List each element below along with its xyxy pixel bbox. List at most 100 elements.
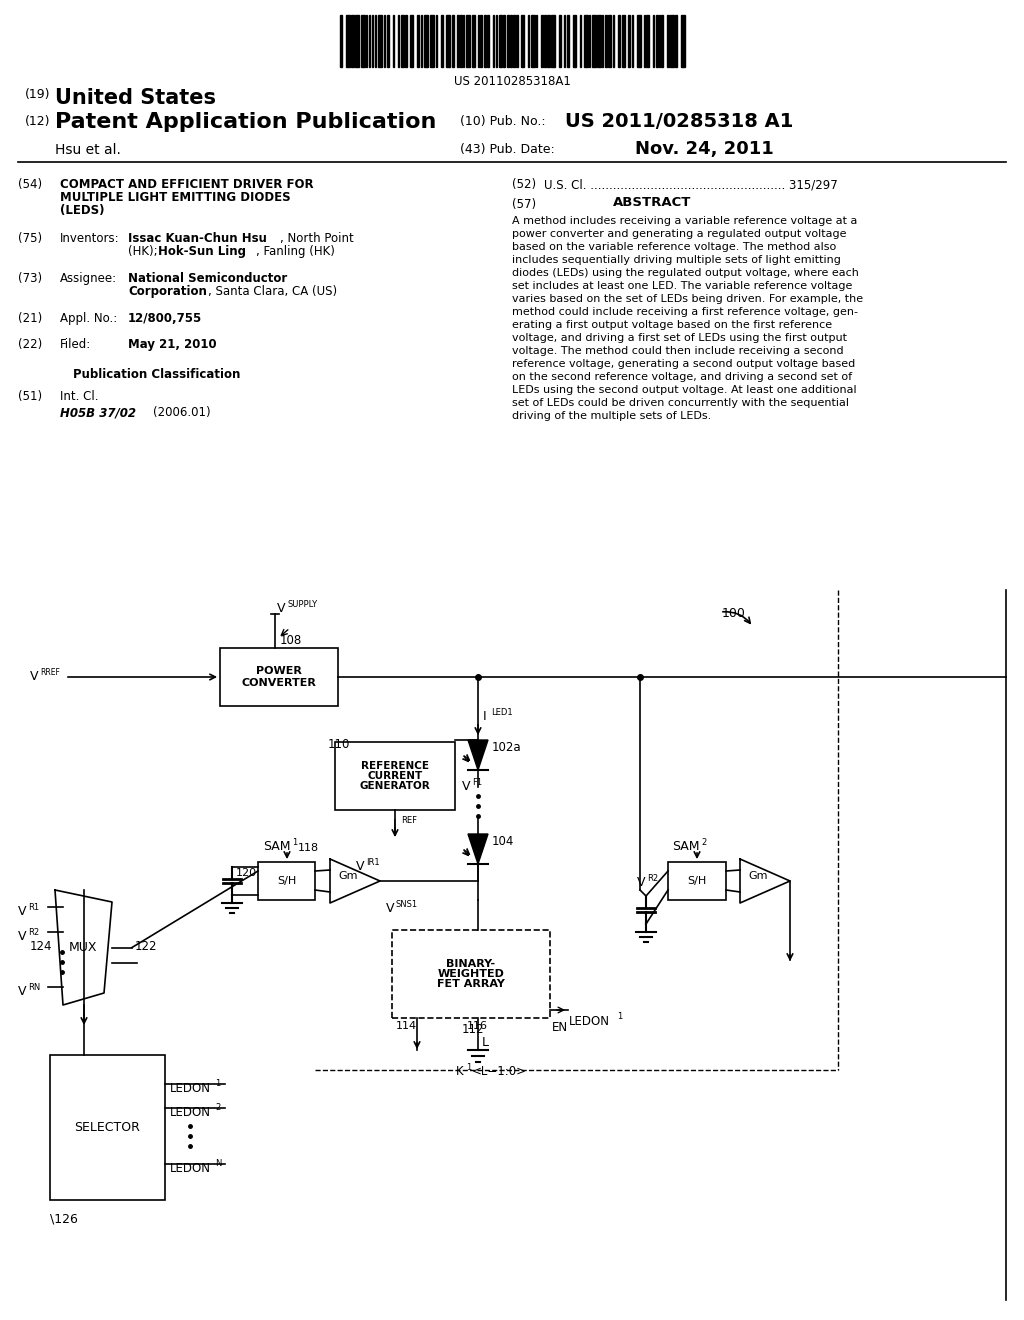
Text: , North Point: , North Point [280, 232, 353, 246]
Text: R2: R2 [647, 874, 658, 883]
Text: FET ARRAY: FET ARRAY [437, 979, 505, 989]
Bar [378, 15, 382, 67]
Text: SAM: SAM [263, 840, 291, 853]
Bar [346, 15, 350, 67]
Text: Filed:: Filed: [60, 338, 91, 351]
Text: Issac Kuan-Chun Hsu: Issac Kuan-Chun Hsu [128, 232, 267, 246]
Text: , Santa Clara, CA (US): , Santa Clara, CA (US) [208, 285, 337, 298]
Text: L: L [482, 1036, 489, 1049]
Text: Inventors:: Inventors: [60, 232, 120, 246]
Bar [516, 15, 518, 67]
Bar [351, 15, 354, 67]
Bar [410, 15, 413, 67]
Text: RN: RN [28, 983, 40, 993]
Text: 104: 104 [492, 836, 514, 847]
Text: (54): (54) [18, 178, 42, 191]
Text: MUX: MUX [70, 941, 97, 954]
Text: 116: 116 [467, 1020, 488, 1031]
Text: LED1: LED1 [490, 708, 513, 717]
Bar [592, 15, 596, 67]
Text: LEDON: LEDON [170, 1106, 211, 1119]
Text: (19): (19) [25, 88, 50, 102]
Bar [484, 15, 486, 67]
Bar [401, 15, 404, 67]
Text: (2006.01): (2006.01) [153, 407, 211, 418]
Text: V: V [30, 671, 39, 682]
Bar [646, 15, 649, 67]
Text: N: N [215, 1159, 221, 1168]
Text: SAM: SAM [672, 840, 699, 853]
Text: 102a: 102a [492, 741, 521, 754]
Text: (21): (21) [18, 312, 42, 325]
Text: , Fanling (HK): , Fanling (HK) [256, 246, 335, 257]
Bar [681, 15, 685, 67]
Text: (HK);: (HK); [128, 246, 162, 257]
Bar [387, 15, 389, 67]
Bar [452, 15, 454, 67]
Text: driving of the multiple sets of LEDs.: driving of the multiple sets of LEDs. [512, 411, 712, 421]
Text: 1: 1 [292, 838, 297, 847]
Text: 2: 2 [215, 1104, 220, 1111]
Bar [584, 15, 588, 67]
Bar [670, 15, 674, 67]
Text: COMPACT AND EFFICIENT DRIVER FOR: COMPACT AND EFFICIENT DRIVER FOR [60, 178, 313, 191]
Bar [637, 15, 641, 67]
Text: BINARY-: BINARY- [446, 960, 496, 969]
Text: Hok-Sun Ling: Hok-Sun Ling [158, 246, 246, 257]
Text: 1: 1 [215, 1078, 220, 1088]
Bar [392, 931, 550, 1018]
Text: 1: 1 [617, 1012, 623, 1020]
Text: US 2011/0285318 A1: US 2011/0285318 A1 [565, 112, 794, 131]
Bar [622, 15, 625, 67]
Bar [417, 15, 419, 67]
Text: LEDON: LEDON [170, 1162, 211, 1175]
Bar [597, 15, 601, 67]
Bar [457, 15, 459, 67]
Text: voltage, and driving a first set of LEDs using the first output: voltage, and driving a first set of LEDs… [512, 333, 847, 343]
Bar [406, 15, 407, 67]
Bar [618, 15, 620, 67]
Text: Patent Application Publication: Patent Application Publication [55, 112, 436, 132]
Bar [605, 15, 607, 67]
Bar [466, 15, 470, 67]
Text: V: V [18, 985, 27, 998]
Text: power converter and generating a regulated output voltage: power converter and generating a regulat… [512, 228, 847, 239]
Text: Assignee:: Assignee: [60, 272, 117, 285]
Bar [551, 15, 555, 67]
Text: H05B 37/02: H05B 37/02 [60, 407, 136, 418]
Text: Gm: Gm [338, 871, 357, 880]
Text: <L−1:0>: <L−1:0> [472, 1065, 527, 1078]
Text: (12): (12) [25, 115, 50, 128]
Text: CONVERTER: CONVERTER [242, 678, 316, 688]
Text: 108: 108 [280, 634, 302, 647]
Text: voltage. The method could then include receiving a second: voltage. The method could then include r… [512, 346, 844, 356]
Text: REFERENCE: REFERENCE [361, 762, 429, 771]
Bar [50, 1055, 165, 1200]
Bar [541, 15, 543, 67]
Text: Corporation: Corporation [128, 285, 207, 298]
Bar [424, 15, 428, 67]
Text: I: I [393, 818, 396, 832]
Text: SELECTOR: SELECTOR [75, 1121, 140, 1134]
Bar [472, 15, 475, 67]
Bar [335, 742, 455, 810]
Text: POWER: POWER [256, 667, 302, 676]
Bar [573, 15, 575, 67]
Text: I: I [483, 710, 486, 723]
Text: 2: 2 [701, 838, 707, 847]
Bar [507, 15, 509, 67]
Bar [675, 15, 677, 67]
Text: Int. Cl.: Int. Cl. [60, 389, 98, 403]
Text: V: V [356, 861, 365, 873]
Bar [547, 15, 550, 67]
Text: LEDs using the second output voltage. At least one additional: LEDs using the second output voltage. At… [512, 385, 857, 395]
Text: IR1: IR1 [366, 858, 380, 867]
Text: (10) Pub. No.:: (10) Pub. No.: [460, 115, 546, 128]
Text: Gm: Gm [749, 871, 768, 880]
Text: 110: 110 [328, 738, 350, 751]
Text: reference voltage, generating a second output voltage based: reference voltage, generating a second o… [512, 359, 855, 370]
Bar [361, 15, 365, 67]
Text: 118: 118 [298, 843, 319, 853]
Bar [480, 15, 482, 67]
Text: 100: 100 [722, 607, 745, 620]
